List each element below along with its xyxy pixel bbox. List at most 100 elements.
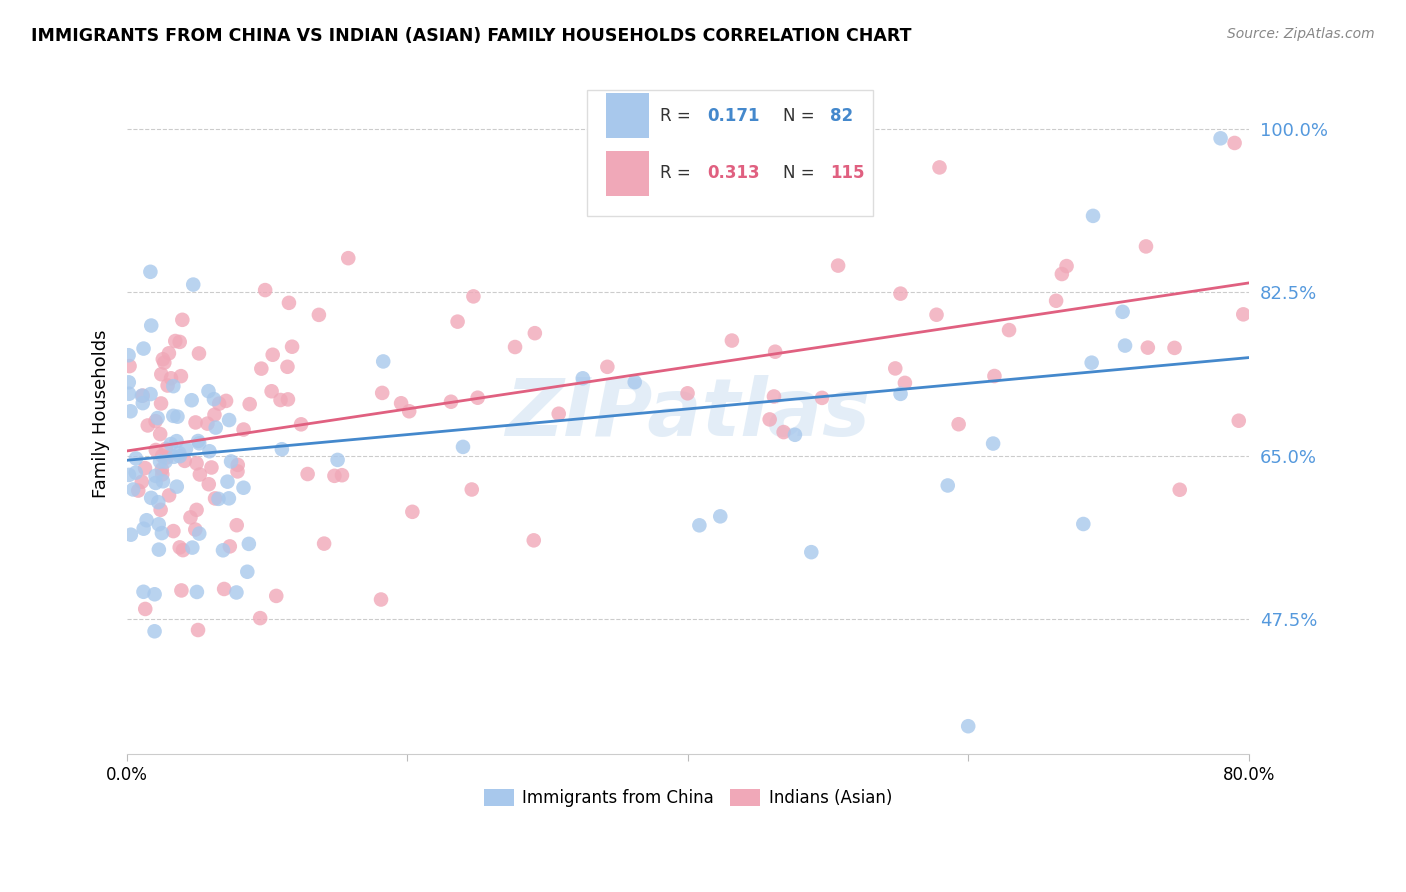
Point <box>186 585 208 599</box>
Point <box>1232 307 1254 321</box>
Text: Source: ZipAtlas.com: Source: ZipAtlas.com <box>1227 27 1375 41</box>
Point <box>440 394 463 409</box>
Point <box>983 369 1005 384</box>
Point <box>721 334 744 348</box>
Point <box>326 453 349 467</box>
Point <box>143 587 166 601</box>
Point <box>188 526 211 541</box>
Point <box>371 385 394 400</box>
Point <box>118 467 141 482</box>
Point <box>173 454 195 468</box>
Point <box>162 379 184 393</box>
Point <box>120 527 142 541</box>
Point <box>150 368 173 382</box>
Point <box>249 611 271 625</box>
Point <box>180 393 202 408</box>
Point <box>157 346 180 360</box>
Point <box>125 466 148 480</box>
Text: R =: R = <box>659 164 696 183</box>
Point <box>297 467 319 481</box>
Point <box>783 427 806 442</box>
Point <box>218 540 240 554</box>
Point <box>184 523 207 537</box>
Point <box>1135 239 1157 253</box>
Point <box>163 450 186 464</box>
Point <box>308 308 330 322</box>
Point <box>125 451 148 466</box>
Point <box>232 481 254 495</box>
Point <box>156 450 179 465</box>
Point <box>162 524 184 538</box>
Point <box>118 386 141 401</box>
Point <box>148 542 170 557</box>
Point <box>1050 267 1073 281</box>
Point <box>1080 356 1102 370</box>
Point <box>725 169 748 184</box>
Point <box>1223 136 1246 150</box>
Text: 0.171: 0.171 <box>707 106 759 125</box>
Point <box>370 592 392 607</box>
Point <box>160 437 183 451</box>
Point <box>1168 483 1191 497</box>
Point <box>145 468 167 483</box>
Point <box>676 386 699 401</box>
Point <box>1056 259 1078 273</box>
Point <box>688 518 710 533</box>
Point <box>758 412 780 426</box>
Point <box>187 434 209 448</box>
Point <box>811 391 834 405</box>
Point <box>134 461 156 475</box>
Point <box>623 375 645 389</box>
Point <box>225 518 247 533</box>
Point <box>170 583 193 598</box>
Point <box>155 455 177 469</box>
Point <box>118 359 141 373</box>
Point <box>162 409 184 423</box>
Point <box>260 384 283 399</box>
Point <box>571 371 593 385</box>
Point <box>148 495 170 509</box>
Point <box>398 404 420 418</box>
Point <box>800 545 823 559</box>
Point <box>146 411 169 425</box>
Point <box>1045 293 1067 308</box>
Point <box>401 505 423 519</box>
Point <box>202 392 225 406</box>
Point <box>1114 338 1136 352</box>
Point <box>198 444 221 458</box>
Y-axis label: Family Households: Family Households <box>93 329 110 498</box>
Point <box>122 483 145 497</box>
Point <box>981 436 1004 450</box>
Point <box>314 536 336 550</box>
Point <box>207 491 229 506</box>
Point <box>197 477 219 491</box>
Point <box>197 384 219 398</box>
Point <box>215 393 238 408</box>
Point <box>250 361 273 376</box>
Point <box>152 475 174 489</box>
Point <box>212 582 235 596</box>
Point <box>131 389 153 403</box>
Legend: Immigrants from China, Indians (Asian): Immigrants from China, Indians (Asian) <box>477 782 898 814</box>
Point <box>889 387 911 401</box>
Point <box>150 396 173 410</box>
Point <box>238 537 260 551</box>
Point <box>1111 305 1133 319</box>
Point <box>998 323 1021 337</box>
Point <box>188 467 211 482</box>
Point <box>264 589 287 603</box>
Point <box>1081 209 1104 223</box>
Point <box>547 407 569 421</box>
Point <box>204 408 226 422</box>
Point <box>141 491 163 505</box>
Text: N =: N = <box>783 164 820 183</box>
Point <box>127 483 149 498</box>
Point <box>467 391 489 405</box>
Point <box>204 491 226 506</box>
Text: 115: 115 <box>831 164 865 183</box>
Point <box>143 624 166 639</box>
Point <box>165 334 187 348</box>
Point <box>166 434 188 449</box>
Point <box>596 359 619 374</box>
Point <box>169 541 191 555</box>
